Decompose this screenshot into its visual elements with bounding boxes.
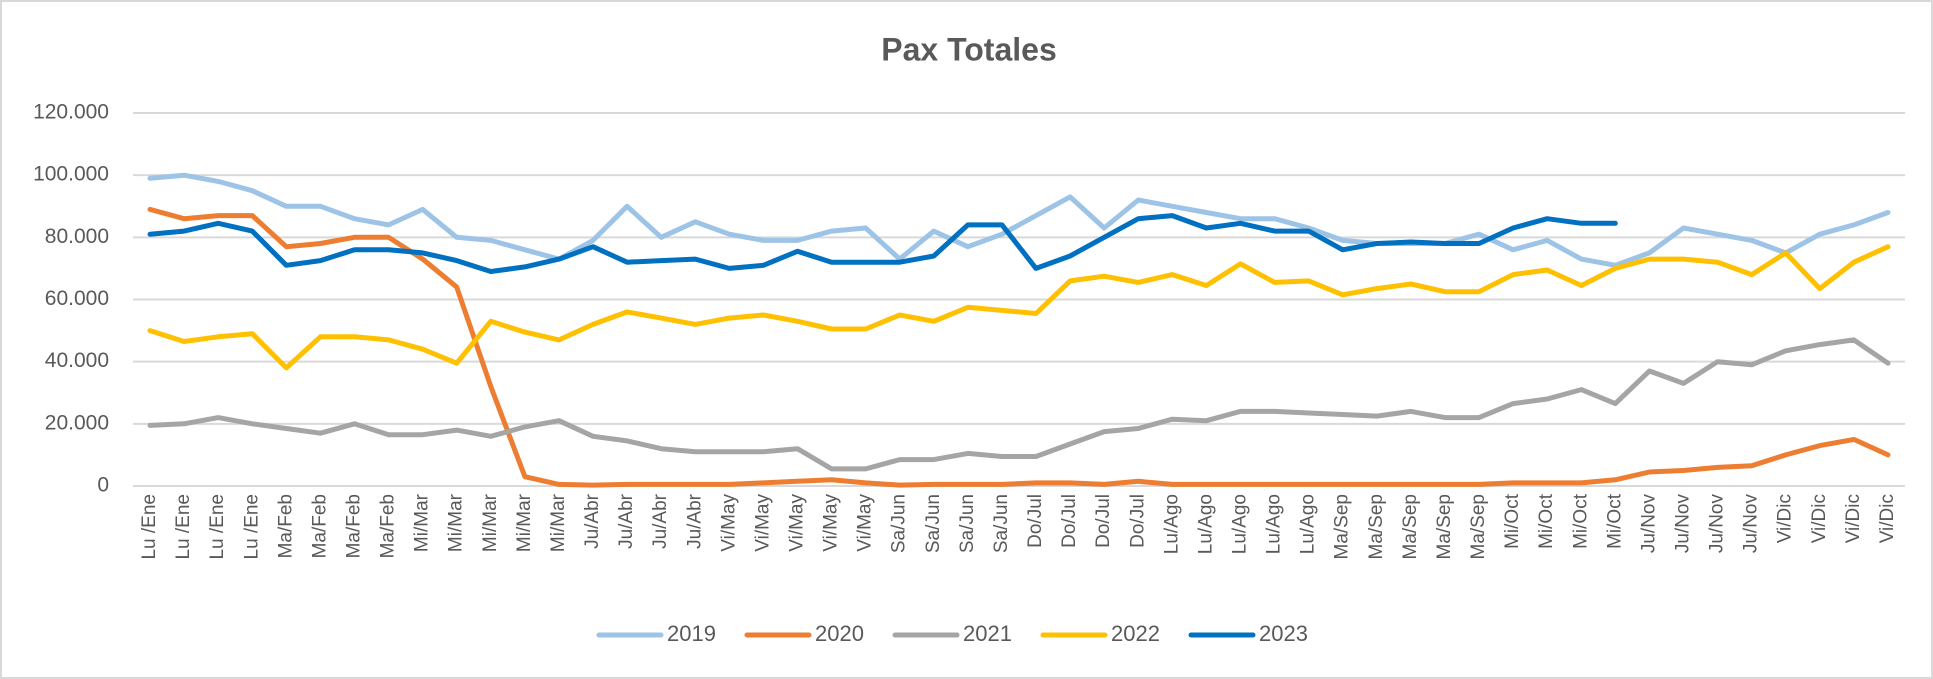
y-tick-label: 0 xyxy=(97,474,109,497)
x-tick-label: Ju/Abr xyxy=(650,493,671,549)
x-tick-label: Vi/May xyxy=(821,494,842,552)
x-tick-label: Vi/May xyxy=(787,494,808,552)
x-tick-label: Ju/Abr xyxy=(616,493,637,549)
x-tick-label: Lu /Ene xyxy=(241,494,262,560)
x-tick-label: Ma/Sep xyxy=(1434,494,1455,559)
x-tick-label: Lu /Ene xyxy=(173,494,194,560)
x-tick-label: Mi/Mar xyxy=(446,493,467,552)
x-tick-label: Ju/Nov xyxy=(1707,494,1728,554)
x-tick-label: Sa/Jun xyxy=(957,494,978,553)
y-tick-label: 20.000 xyxy=(45,411,109,434)
x-tick-label: Lu/Ago xyxy=(1230,494,1251,554)
x-tick-label: Lu /Ene xyxy=(139,494,160,560)
x-tick-label: Lu/Ago xyxy=(1195,494,1216,554)
x-tick-label: Mi/Oct xyxy=(1536,493,1557,549)
x-tick-label: Vi/May xyxy=(718,494,739,552)
x-tick-label: Vi/May xyxy=(752,494,773,552)
x-tick-label: Mi/Oct xyxy=(1570,493,1591,549)
x-tick-label: Ju/Nov xyxy=(1638,494,1659,554)
x-tick-label: Do/Jul xyxy=(1127,494,1148,548)
series-line xyxy=(147,337,1891,472)
x-tick-label: Mi/Oct xyxy=(1604,493,1625,549)
x-tick-label: Vi/Dic xyxy=(1843,494,1864,543)
x-tick-label: Ju/Abr xyxy=(582,493,603,549)
x-tick-label: Lu/Ago xyxy=(1161,494,1182,554)
x-tick-label: Vi/Dic xyxy=(1877,494,1898,543)
chart-title: Pax Totales xyxy=(881,31,1056,67)
legend-label: 2019 xyxy=(667,621,716,646)
y-tick-label: 40.000 xyxy=(45,349,109,372)
legend-label: 2022 xyxy=(1111,621,1160,646)
series-line xyxy=(147,244,1891,371)
x-tick-label: Ma/Sep xyxy=(1400,494,1421,559)
x-tick-label: Mi/Mar xyxy=(412,493,433,552)
x-tick-label: Ma/Feb xyxy=(344,494,365,558)
y-tick-label: 80.000 xyxy=(45,225,109,248)
legend-label: 2023 xyxy=(1259,621,1308,646)
x-tick-label: Do/Jul xyxy=(1025,494,1046,548)
x-tick-label: Vi/Dic xyxy=(1775,494,1796,543)
x-tick-label: Lu/Ago xyxy=(1298,494,1319,554)
x-tick-label: Ma/Sep xyxy=(1366,494,1387,559)
y-tick-label: 60.000 xyxy=(45,287,109,310)
x-tick-label: Vi/Dic xyxy=(1809,494,1830,543)
x-tick-label: Mi/Mar xyxy=(514,493,535,552)
x-tick-label: Ma/Feb xyxy=(309,494,330,558)
x-tick-label: Vi/May xyxy=(855,494,876,552)
legend-label: 2021 xyxy=(963,621,1012,646)
x-tick-label: Do/Jul xyxy=(1059,494,1080,548)
series-line xyxy=(147,172,1891,268)
x-tick-label: Ma/Sep xyxy=(1332,494,1353,559)
x-tick-label: Ju/Abr xyxy=(684,493,705,549)
x-tick-label: Mi/Mar xyxy=(480,493,501,552)
x-tick-label: Ju/Nov xyxy=(1741,494,1762,554)
legend-label: 2020 xyxy=(815,621,864,646)
x-tick-label: Ma/Sep xyxy=(1468,494,1489,559)
x-tick-label: Sa/Jun xyxy=(923,494,944,553)
x-tick-label: Lu/Ago xyxy=(1264,494,1285,554)
x-tick-label: Ma/Feb xyxy=(275,494,296,558)
x-tick-label: Lu /Ene xyxy=(207,494,228,560)
y-tick-label: 120.000 xyxy=(33,101,109,124)
series-line xyxy=(147,206,1891,488)
y-tick-label: 100.000 xyxy=(33,163,109,186)
series-line xyxy=(147,213,1618,274)
x-tick-label: Do/Jul xyxy=(1093,494,1114,548)
x-tick-label: Mi/Oct xyxy=(1502,493,1523,549)
x-tick-label: Ma/Feb xyxy=(378,494,399,558)
x-tick-label: Sa/Jun xyxy=(991,494,1012,553)
x-tick-label: Mi/Mar xyxy=(548,493,569,552)
x-tick-label: Sa/Jun xyxy=(889,494,910,553)
x-tick-label: Ju/Nov xyxy=(1673,494,1694,554)
